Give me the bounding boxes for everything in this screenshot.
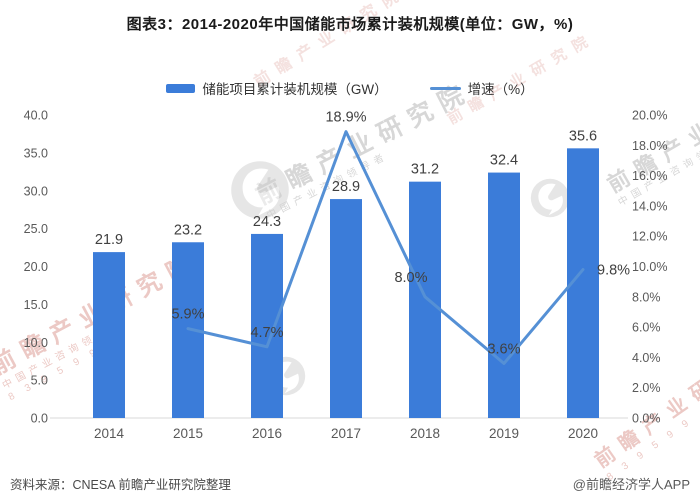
x-axis-label: 2019 [489, 426, 519, 441]
bar-2018 [409, 181, 441, 418]
x-axis-label: 2020 [568, 426, 598, 441]
left-axis-tick: 20.0 [24, 260, 48, 274]
x-axis-label: 2016 [252, 426, 282, 441]
line-value-label: 18.9% [325, 110, 366, 126]
right-axis-tick: 2.0% [632, 381, 661, 395]
bar-series-swatch [166, 83, 196, 93]
x-axis-label: 2014 [94, 426, 125, 441]
footer: 资料来源：CNESA 前瞻产业研究院整理 @前瞻经济学人APP [10, 474, 690, 493]
bar-2017 [330, 199, 362, 418]
left-axis-tick: 10.0 [24, 336, 48, 350]
left-axis-tick: 40.0 [24, 109, 48, 123]
right-axis-tick: 0.0% [632, 412, 661, 426]
bar-value-label: 31.2 [411, 162, 439, 178]
bar-2019 [488, 172, 520, 418]
credit-note: @前瞻经济学人APP [572, 477, 690, 492]
line-value-label: 4.7% [250, 325, 283, 341]
legend: 储能项目累计装机规模（GW） 增速（%） [0, 78, 700, 98]
bar-value-label: 35.6 [569, 128, 597, 144]
bar-value-label: 21.9 [95, 232, 123, 248]
source-note: 资料来源：CNESA 前瞻产业研究院整理 [10, 478, 231, 492]
bar-2014 [93, 252, 125, 418]
left-axis-tick: 35.0 [24, 146, 48, 160]
line-value-label: 8.0% [394, 270, 427, 286]
bar-value-label: 32.4 [490, 153, 518, 169]
left-axis-tick: 25.0 [24, 222, 48, 236]
left-axis-tick: 15.0 [24, 298, 48, 312]
right-axis-tick: 18.0% [632, 139, 667, 153]
left-axis-tick: 0.0 [31, 412, 48, 426]
line-series-label: 增速（%） [467, 82, 534, 97]
right-axis-tick: 12.0% [632, 230, 667, 244]
bar-value-label: 28.9 [332, 179, 360, 195]
chart-title: 图表3：2014-2020年中国储能市场累计装机规模(单位：GW，%) [126, 16, 574, 33]
left-axis-tick: 5.0 [31, 374, 48, 388]
line-value-label: 5.9% [171, 307, 204, 323]
right-axis-tick: 8.0% [632, 290, 661, 304]
right-axis-tick: 10.0% [632, 260, 667, 274]
legend-item-line-series: 增速（%） [429, 78, 534, 98]
bar-value-label: 24.3 [253, 214, 281, 230]
right-axis-tick: 16.0% [632, 169, 667, 183]
x-axis-label: 2018 [410, 426, 440, 441]
right-axis-tick: 6.0% [632, 321, 661, 335]
right-axis-tick: 20.0% [632, 109, 667, 123]
bar-value-label: 23.2 [174, 222, 202, 238]
left-axis-tick: 30.0 [24, 184, 48, 198]
legend-item-bar-series: 储能项目累计装机规模（GW） [166, 78, 388, 98]
line-value-label: 9.8% [597, 263, 630, 279]
x-axis-label: 2015 [173, 426, 203, 441]
right-axis-tick: 4.0% [632, 351, 661, 365]
x-axis-label: 2017 [331, 426, 361, 441]
line-series-swatch [429, 86, 461, 90]
bar-series-label: 储能项目累计装机规模（GW） [202, 82, 388, 97]
chart-svg: 0.0 5.0 10.0 15.0 20.0 25.0 30.0 35.0 40.0 0.0% 2.… [24, 109, 668, 442]
growth-rate-line [186, 130, 585, 365]
right-axis-tick: 14.0% [632, 199, 667, 213]
line-value-label: 3.6% [487, 341, 520, 357]
